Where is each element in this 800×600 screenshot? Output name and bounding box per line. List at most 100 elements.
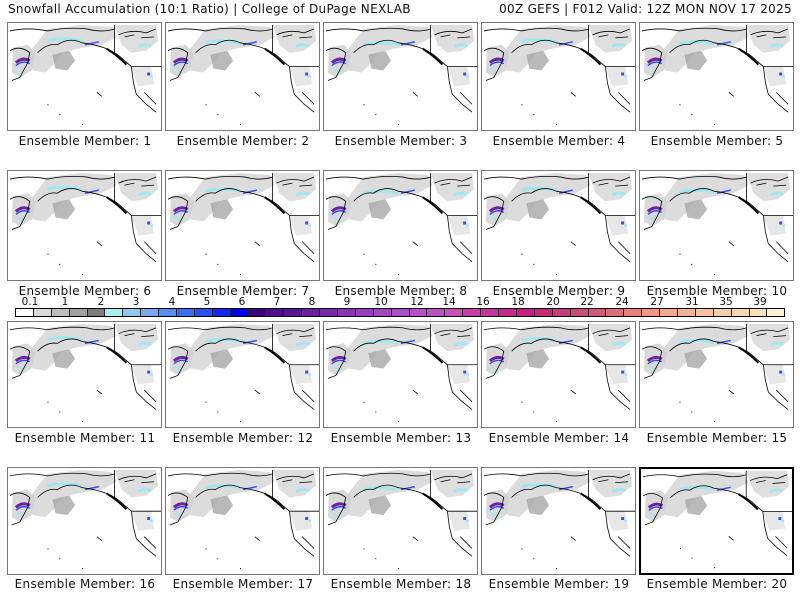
snowfall-map xyxy=(641,323,793,423)
colorbar-swatch xyxy=(391,309,410,316)
ensemble-member-label: Ensemble Member: 3 xyxy=(334,134,468,148)
ensemble-map-panel[interactable] xyxy=(323,22,478,131)
colorbar-tick-label: 8 xyxy=(308,296,316,308)
colorbar-swatch xyxy=(320,309,339,316)
colorbar-tick-label: 31 xyxy=(685,296,699,308)
ensemble-map-panel[interactable] xyxy=(323,170,478,281)
ensemble-member-label: Ensemble Member: 9 xyxy=(492,284,626,298)
ensemble-map-panel[interactable] xyxy=(7,321,162,428)
colorbar-swatch xyxy=(731,309,750,316)
colorbar-tick-label: 3 xyxy=(132,296,140,308)
ensemble-member-label: Ensemble Member: 6 xyxy=(18,284,152,298)
colorbar-swatch xyxy=(212,309,231,316)
colorbar xyxy=(15,308,785,317)
colorbar-swatch xyxy=(481,309,500,316)
colorbar-swatch xyxy=(463,309,482,316)
snowfall-map xyxy=(167,469,319,570)
snowfall-map xyxy=(325,173,477,275)
colorbar-swatch xyxy=(409,309,428,316)
colorbar-swatch xyxy=(373,309,392,316)
colorbar-swatch xyxy=(660,309,678,316)
ensemble-member-label: Ensemble Member: 12 xyxy=(172,431,314,445)
colorbar-tick-label: 35 xyxy=(719,296,733,308)
colorbar-swatch xyxy=(445,309,464,316)
colorbar-swatch xyxy=(141,309,160,316)
colorbar-tick-label: 27 xyxy=(650,296,664,308)
colorbar-tick-label: 16 xyxy=(476,296,490,308)
ensemble-member-label: Ensemble Member: 2 xyxy=(176,134,310,148)
ensemble-map-panel[interactable] xyxy=(7,467,162,575)
ensemble-map-panel[interactable] xyxy=(165,170,320,281)
ensemble-member-label: Ensemble Member: 16 xyxy=(14,577,156,591)
snowfall-map xyxy=(9,469,161,570)
ensemble-map-panel[interactable] xyxy=(323,321,478,428)
colorbar-tick-label: 7 xyxy=(273,296,281,308)
ensemble-member-label: Ensemble Member: 5 xyxy=(650,134,784,148)
colorbar-tick-label: 1 xyxy=(61,296,69,308)
colorbar-tick-label: 2 xyxy=(97,296,105,308)
ensemble-map-panel[interactable] xyxy=(7,170,162,281)
ensemble-map-panel[interactable] xyxy=(639,22,794,131)
snowfall-map xyxy=(325,24,477,126)
colorbar-swatch xyxy=(248,309,267,316)
colorbar-swatch xyxy=(713,309,732,316)
ensemble-map-panel[interactable] xyxy=(165,467,320,575)
ensemble-member-label: Ensemble Member: 4 xyxy=(492,134,626,148)
colorbar-labels: 0.1 1 2 3 4 5 6 7 8 9 10 12 14 16 18 20 22 24 27 31 35 39 xyxy=(0,296,800,308)
colorbar-tick-label: 9 xyxy=(343,296,351,308)
colorbar-tick-label: 24 xyxy=(615,296,629,308)
snowfall-map xyxy=(483,24,635,126)
ensemble-map-panel[interactable] xyxy=(639,467,794,575)
snowfall-map xyxy=(167,173,319,275)
colorbar-swatch xyxy=(16,309,34,316)
snowfall-map xyxy=(167,24,319,126)
chart-title: Snowfall Accumulation (10:1 Ratio) | Col… xyxy=(8,2,411,16)
ensemble-map-panel[interactable] xyxy=(481,321,636,428)
colorbar-tick-label: 10 xyxy=(374,296,388,308)
colorbar-tick-label: 22 xyxy=(580,296,594,308)
ensemble-member-label: Ensemble Member: 19 xyxy=(488,577,630,591)
ensemble-member-label: Ensemble Member: 7 xyxy=(176,284,310,298)
ensemble-member-label: Ensemble Member: 14 xyxy=(488,431,630,445)
snowfall-map xyxy=(641,24,793,126)
snowfall-map xyxy=(641,173,793,275)
ensemble-map-panel[interactable] xyxy=(481,170,636,281)
snowfall-map xyxy=(9,173,161,275)
ensemble-map-panel[interactable] xyxy=(481,467,636,575)
colorbar-swatch xyxy=(33,309,52,316)
ensemble-member-label: Ensemble Member: 13 xyxy=(330,431,472,445)
ensemble-map-panel[interactable] xyxy=(323,467,478,575)
colorbar-swatch xyxy=(695,309,714,316)
colorbar-swatch xyxy=(69,309,88,316)
colorbar-swatch xyxy=(552,309,571,316)
colorbar-tick-label: 6 xyxy=(238,296,246,308)
ensemble-map-panel[interactable] xyxy=(639,170,794,281)
colorbar-swatch xyxy=(534,309,553,316)
colorbar-swatch xyxy=(105,309,124,316)
ensemble-map-panel[interactable] xyxy=(165,22,320,131)
snowfall-map xyxy=(9,24,161,126)
colorbar-swatch xyxy=(230,309,249,316)
colorbar-swatch xyxy=(123,309,142,316)
colorbar-swatch xyxy=(642,309,661,316)
snowfall-map xyxy=(9,323,161,423)
run-info: 00Z GEFS | F012 Valid: 12Z MON NOV 17 20… xyxy=(499,2,792,16)
colorbar-swatch xyxy=(194,309,213,316)
colorbar-swatch xyxy=(606,309,625,316)
colorbar-swatch xyxy=(588,309,607,316)
ensemble-member-label: Ensemble Member: 11 xyxy=(14,431,156,445)
colorbar-swatch xyxy=(516,309,535,316)
ensemble-map-panel[interactable] xyxy=(7,22,162,131)
ensemble-map-panel[interactable] xyxy=(481,22,636,131)
colorbar-swatch xyxy=(427,309,446,316)
snowfall-map xyxy=(642,470,792,569)
ensemble-map-panel[interactable] xyxy=(165,321,320,428)
snowfall-map xyxy=(483,323,635,423)
snowfall-map xyxy=(483,173,635,275)
snowfall-map xyxy=(325,469,477,570)
ensemble-map-panel[interactable] xyxy=(639,321,794,428)
ensemble-member-label: Ensemble Member: 20 xyxy=(646,577,788,591)
ensemble-member-label: Ensemble Member: 1 xyxy=(18,134,152,148)
colorbar-swatch xyxy=(159,309,178,316)
colorbar-swatch xyxy=(302,309,321,316)
